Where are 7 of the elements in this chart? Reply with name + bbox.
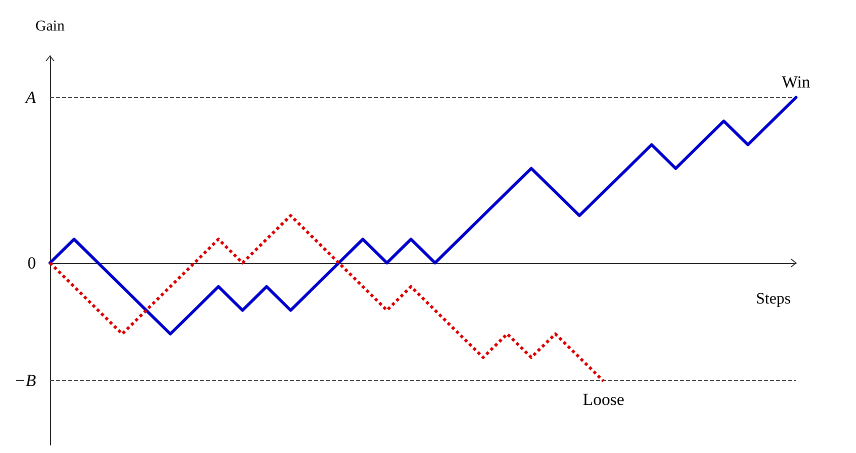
text: Loose xyxy=(582,390,624,410)
ref-line-label: −B xyxy=(14,370,37,390)
text: Win xyxy=(782,72,811,92)
y-axis-title: Gain xyxy=(35,18,66,34)
ref-line-label: A xyxy=(24,88,37,107)
x-axis-title: Steps xyxy=(756,290,791,308)
ref-line-label: 0 xyxy=(28,253,36,272)
